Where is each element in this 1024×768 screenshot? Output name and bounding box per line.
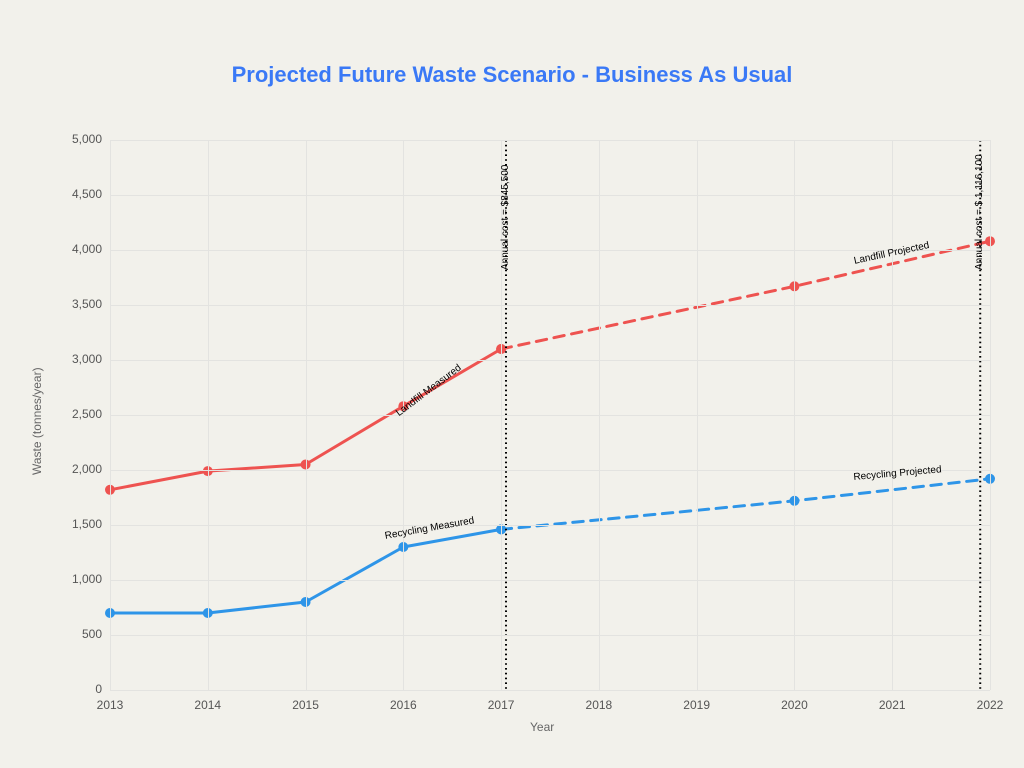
gridline-h (110, 690, 990, 691)
refline-label-cost-2022: Annual cost = $ 1,116,100 (974, 154, 985, 270)
series-recycling-projected (501, 479, 990, 530)
y-tick-label: 3,000 (42, 352, 102, 366)
x-tick-label: 2013 (85, 698, 135, 712)
y-tick-label: 2,500 (42, 407, 102, 421)
gridline-h (110, 580, 990, 581)
refline-label-cost-2017: Annual cost = $845,500 (500, 165, 511, 270)
x-tick-label: 2018 (574, 698, 624, 712)
y-tick-label: 4,000 (42, 242, 102, 256)
page-root: Projected Future Waste Scenario - Busine… (0, 0, 1024, 768)
x-tick-label: 2020 (769, 698, 819, 712)
gridline-h (110, 525, 990, 526)
gridline-v (892, 140, 893, 690)
gridline-v (599, 140, 600, 690)
plot-area: 05001,0001,5002,0002,5003,0003,5004,0004… (110, 140, 990, 690)
gridline-v (794, 140, 795, 690)
gridline-v (697, 140, 698, 690)
x-tick-label: 2015 (281, 698, 331, 712)
y-tick-label: 4,500 (42, 187, 102, 201)
gridline-h (110, 250, 990, 251)
series-landfill-projected (501, 241, 990, 349)
gridline-v (306, 140, 307, 690)
x-tick-label: 2016 (378, 698, 428, 712)
gridline-h (110, 635, 990, 636)
y-tick-label: 1,500 (42, 517, 102, 531)
x-tick-label: 2014 (183, 698, 233, 712)
x-tick-label: 2022 (965, 698, 1015, 712)
y-tick-label: 1,000 (42, 572, 102, 586)
chart-title: Projected Future Waste Scenario - Busine… (0, 62, 1024, 88)
y-tick-label: 500 (42, 627, 102, 641)
y-tick-label: 3,500 (42, 297, 102, 311)
gridline-v (990, 140, 991, 690)
y-tick-label: 0 (42, 682, 102, 696)
x-tick-label: 2021 (867, 698, 917, 712)
gridline-h (110, 195, 990, 196)
gridline-h (110, 415, 990, 416)
y-tick-label: 2,000 (42, 462, 102, 476)
y-axis-label: Waste (tonnes/year) (30, 367, 44, 475)
gridline-v (110, 140, 111, 690)
gridline-h (110, 140, 990, 141)
x-axis-label: Year (530, 720, 554, 734)
gridline-v (208, 140, 209, 690)
x-tick-label: 2019 (672, 698, 722, 712)
y-tick-label: 5,000 (42, 132, 102, 146)
x-tick-label: 2017 (476, 698, 526, 712)
gridline-h (110, 305, 990, 306)
gridline-h (110, 360, 990, 361)
